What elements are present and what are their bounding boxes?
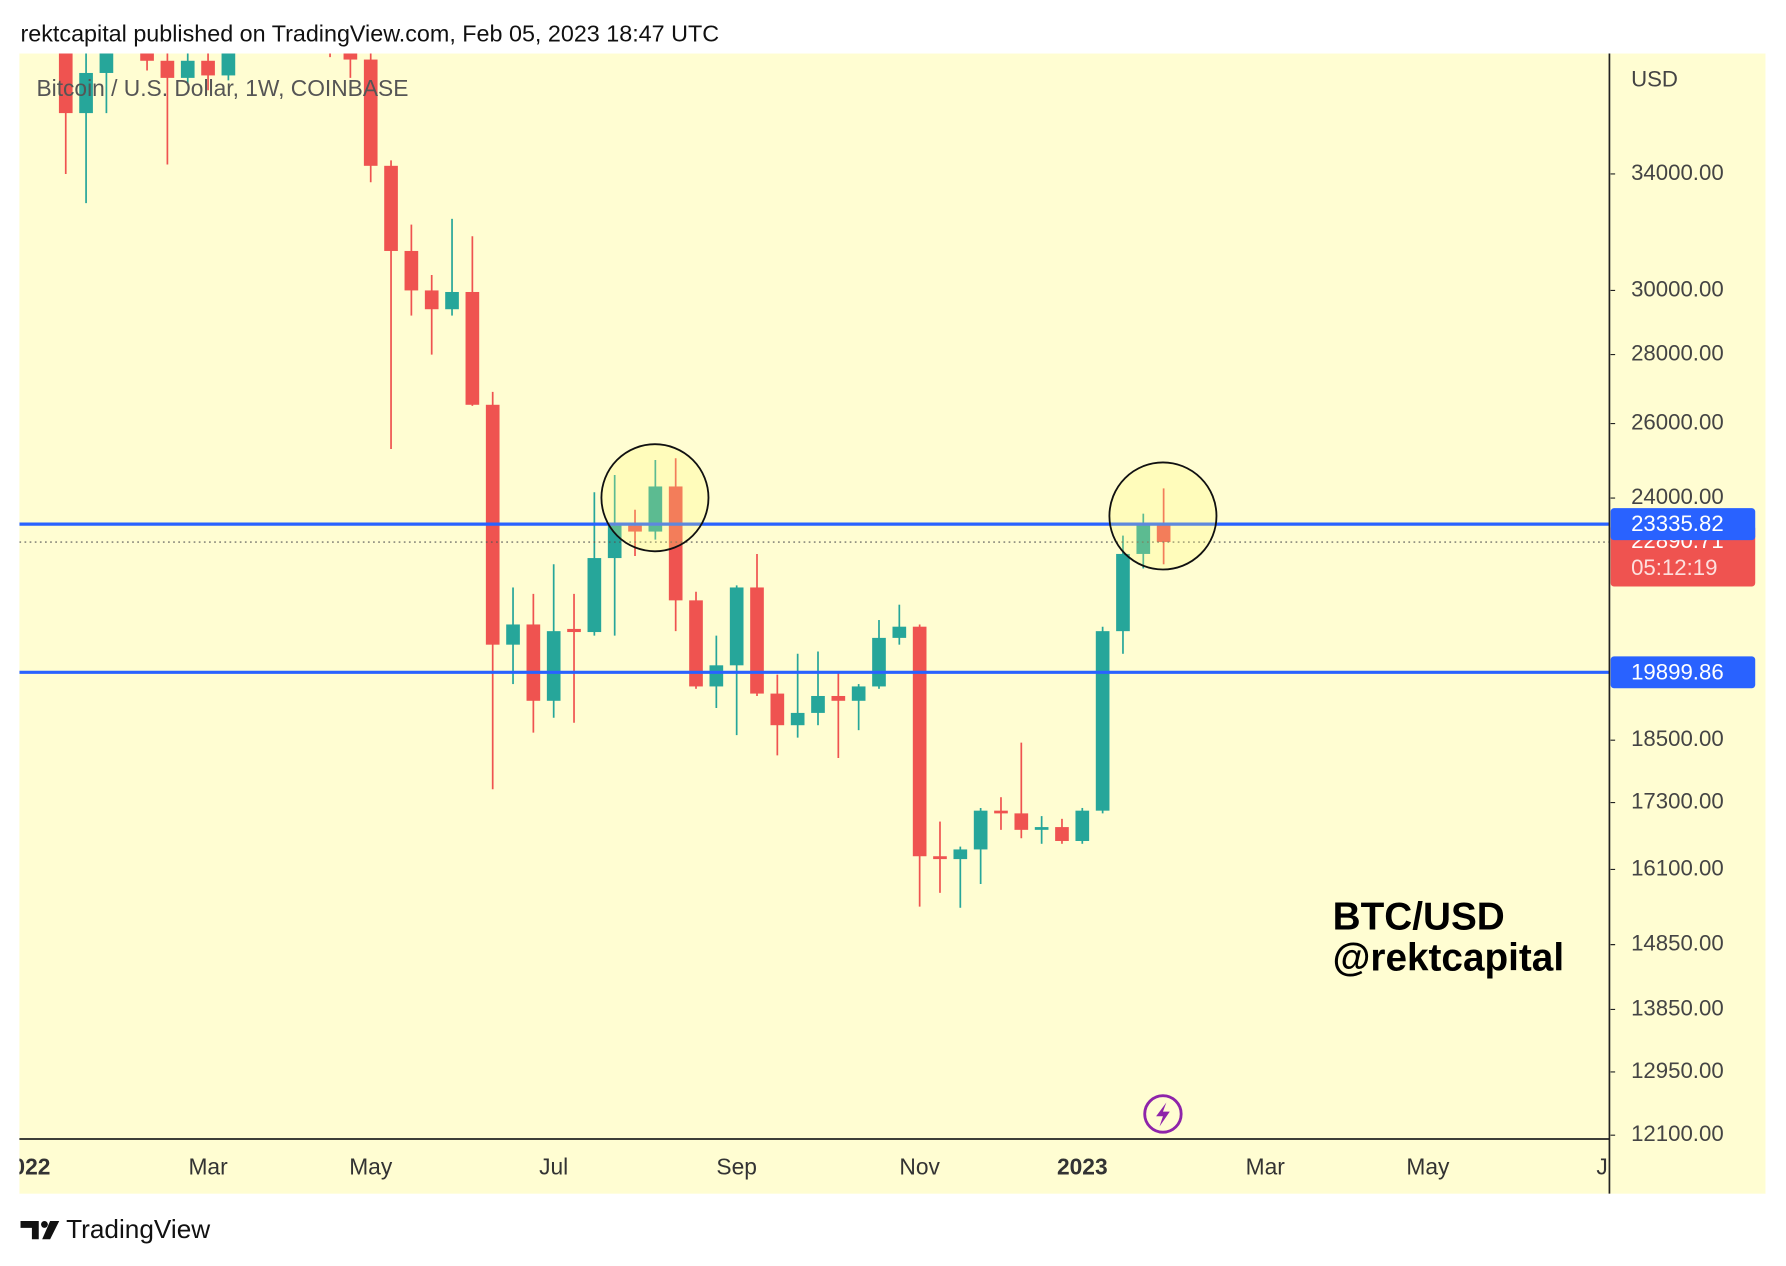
y-tick-label: 18500.00 <box>1631 726 1724 751</box>
candle-body <box>1075 810 1090 841</box>
candle-body <box>1136 523 1151 554</box>
lightning-icon <box>1143 1094 1183 1134</box>
level-label: 19899.86 <box>1631 659 1724 684</box>
header: rektcapital published on TradingView.com… <box>21 20 720 46</box>
y-tick-label: 13850.00 <box>1631 995 1724 1020</box>
y-tick-label: 34000.00 <box>1631 160 1724 185</box>
candle-body <box>140 53 154 61</box>
candle-body <box>587 558 602 633</box>
candle-body <box>628 525 642 532</box>
candle-body <box>872 637 886 687</box>
x-tick-label: Mar <box>1246 1154 1286 1180</box>
candle-body <box>546 631 561 701</box>
y-tick-label: 16100.00 <box>1631 855 1724 880</box>
candle-body <box>384 165 398 251</box>
candle-body <box>404 250 419 291</box>
candle-body <box>526 624 541 701</box>
x-tick-label: Jul <box>1596 1154 1625 1180</box>
highlight-circle <box>600 443 710 553</box>
candle-body <box>648 486 663 532</box>
candle-body <box>851 686 866 701</box>
candle-body <box>343 53 358 60</box>
candle-body <box>912 626 927 857</box>
candle-body <box>160 60 175 78</box>
candle-body <box>465 291 480 405</box>
level-badge <box>1610 656 1756 689</box>
x-tick-label: Jul <box>539 1154 568 1180</box>
candle-body <box>79 72 93 114</box>
x-tick-label: Sep <box>716 1154 757 1180</box>
x-tick-label: Mar <box>188 1154 228 1180</box>
last-price-badge <box>1610 524 1756 587</box>
candle-body <box>994 810 1008 814</box>
watermark: BTC/USD <box>1333 895 1505 938</box>
chart-title: Bitcoin / U.S. Dollar, 1W, COINBASE <box>36 75 408 101</box>
y-tick-label: 24000.00 <box>1631 484 1724 509</box>
candle-body <box>770 693 785 726</box>
candle-body <box>1095 631 1110 811</box>
candle-body <box>1156 523 1171 543</box>
candle-body <box>953 849 968 860</box>
candle-body <box>933 856 947 860</box>
candle-body <box>790 712 805 726</box>
watermark: @rektcapital <box>1333 936 1564 979</box>
y-tick-label: 28000.00 <box>1631 340 1724 365</box>
highlight-circle <box>1108 461 1218 571</box>
y-tick-label: 14850.00 <box>1631 930 1724 955</box>
x-tick-label: Nov <box>899 1154 940 1180</box>
candle-body <box>180 60 195 78</box>
currency-label: USD <box>1631 67 1678 92</box>
candle-body <box>424 290 439 310</box>
y-tick-label: 26000.00 <box>1631 409 1724 434</box>
candle-body <box>831 695 846 701</box>
plot-area <box>19 53 1610 908</box>
candle-body <box>811 695 825 713</box>
candle-body <box>973 810 988 850</box>
y-tick-label: 12100.00 <box>1631 1121 1724 1146</box>
candle-body <box>445 291 459 310</box>
candle-body <box>1116 553 1130 632</box>
y-tick-label: 17300.00 <box>1631 788 1724 813</box>
candle-body <box>709 665 724 687</box>
footer: TradingView <box>66 1214 210 1244</box>
candle-body <box>1055 827 1069 841</box>
x-tick-label: May <box>1406 1154 1450 1180</box>
candle-body <box>363 59 378 166</box>
candle-body <box>201 60 215 76</box>
candle-body <box>506 624 520 645</box>
candle-body <box>892 626 907 638</box>
x-axis: 2022 Mar May Jul Sep Nov 2023 Mar May Jul <box>0 1154 1625 1180</box>
y-tick-label: 12950.00 <box>1631 1058 1724 1083</box>
level-label: 23335.82 <box>1631 511 1724 536</box>
candle-body <box>58 53 73 114</box>
candle-body <box>1014 813 1029 830</box>
candle-body <box>668 486 683 601</box>
tradingview-logo <box>20 1221 60 1240</box>
y-tick-label: 30000.00 <box>1631 276 1724 301</box>
x-tick-label: May <box>349 1154 393 1180</box>
candle-body <box>1034 827 1049 830</box>
candle-body <box>567 628 581 633</box>
x-tick-label: 2023 <box>1057 1154 1108 1180</box>
level-badge <box>1610 508 1756 541</box>
y-axis: USD 34000.00 30000.00 28000.00 26000.00 2400… <box>1610 67 1756 1146</box>
candle-body <box>221 53 236 76</box>
candle-body <box>750 587 764 694</box>
candle-body <box>689 600 703 687</box>
chart-background <box>19 53 1766 1194</box>
candle-body <box>99 53 114 73</box>
x-tick-label: 2022 <box>0 1154 50 1180</box>
candle-body <box>729 587 744 666</box>
countdown-label: 05:12:19 <box>1631 555 1717 580</box>
